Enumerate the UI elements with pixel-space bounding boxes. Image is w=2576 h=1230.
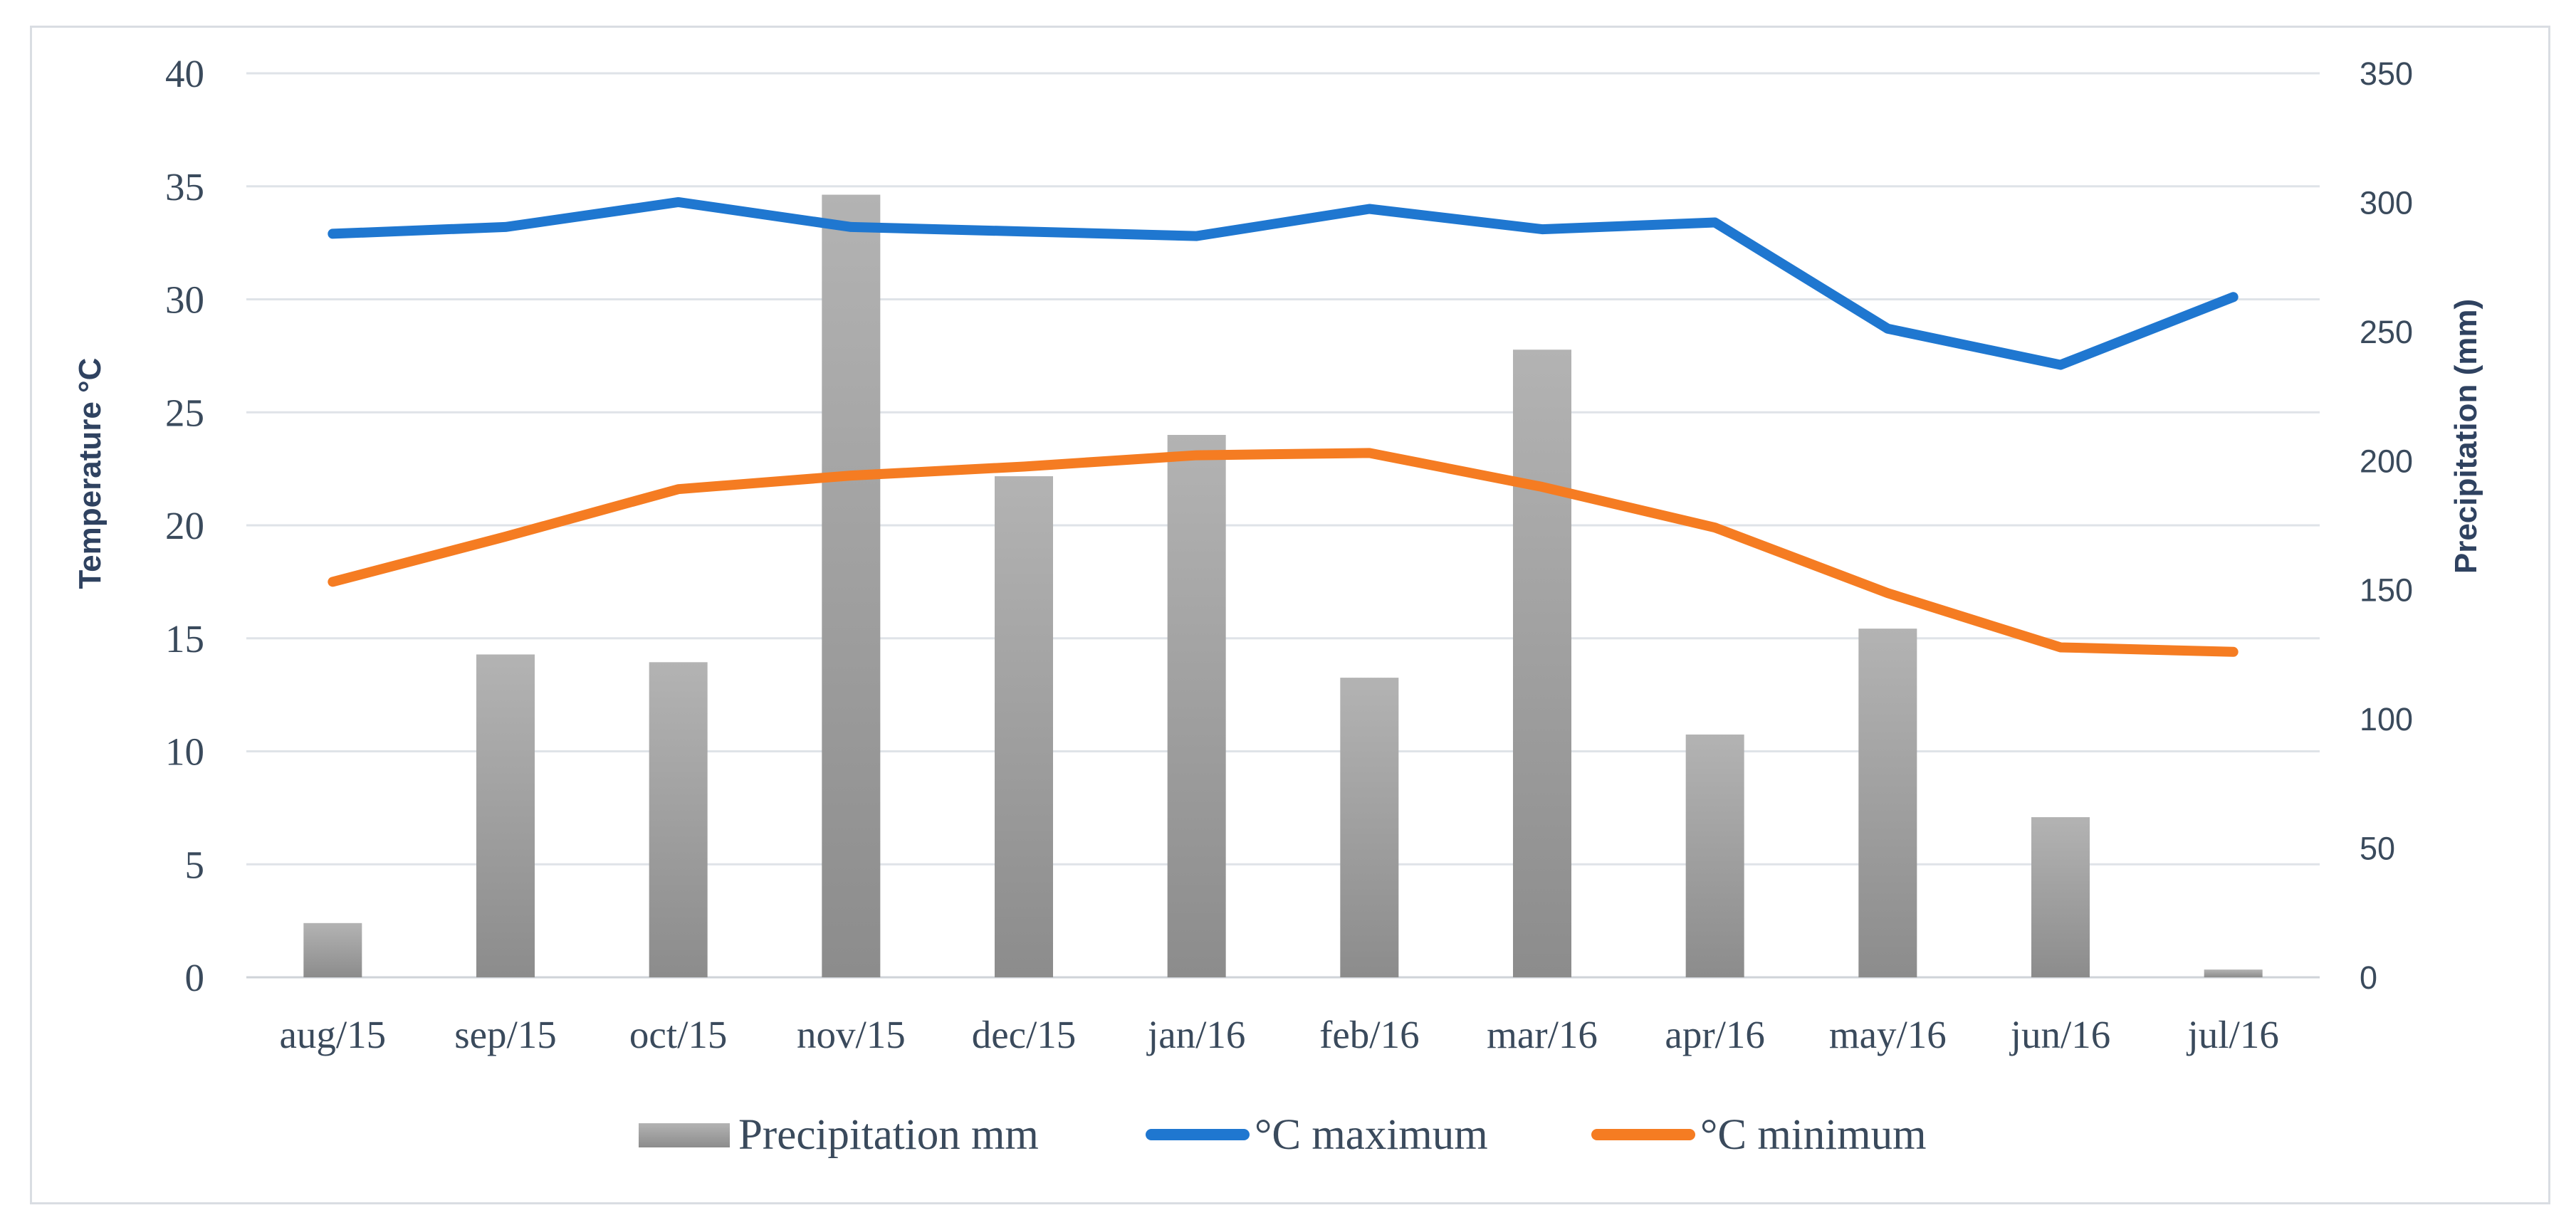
precipitation-bar <box>995 476 1053 977</box>
x-tick-label: feb/16 <box>1319 1013 1420 1056</box>
legend-label-max: °C maximum <box>1255 1111 1488 1159</box>
x-tick-label: jan/16 <box>1146 1013 1245 1056</box>
right-tick-label: 350 <box>2360 56 2413 92</box>
precipitation-bar <box>2204 969 2263 977</box>
left-tick-label: 10 <box>165 730 204 774</box>
left-tick-label: 15 <box>165 617 204 661</box>
x-tick-label: dec/15 <box>972 1013 1077 1056</box>
left-tick-label: 0 <box>185 956 205 999</box>
x-tick-label: aug/15 <box>279 1013 386 1056</box>
left-tick-label: 20 <box>165 504 204 547</box>
legend-label-precipitation: Precipitation mm <box>738 1111 1039 1159</box>
x-axis-ticks: aug/15 sep/15 oct/15 nov/15 dec/15 jan/16 feb/… <box>279 1013 2278 1056</box>
right-tick-label: 300 <box>2360 184 2413 221</box>
left-axis-ticks: 0 5 10 15 20 25 30 35 40 <box>165 52 204 999</box>
x-tick-label: sep/15 <box>454 1013 557 1056</box>
x-tick-label: may/16 <box>1829 1013 1947 1056</box>
right-tick-label: 0 <box>2360 960 2377 996</box>
precipitation-bar <box>649 662 708 977</box>
left-axis-title: Temperature °C <box>73 358 108 589</box>
left-tick-label: 30 <box>165 278 204 322</box>
x-tick-label: apr/16 <box>1665 1013 1765 1056</box>
x-tick-label: jun/16 <box>2009 1013 2111 1056</box>
right-tick-label: 150 <box>2360 572 2413 609</box>
precipitation-bar <box>822 194 881 977</box>
right-tick-label: 250 <box>2360 314 2413 350</box>
right-axis-title: Precipitation (mm) <box>2449 299 2483 574</box>
left-tick-label: 5 <box>185 843 205 886</box>
right-tick-label: 200 <box>2360 443 2413 479</box>
right-tick-label: 100 <box>2360 701 2413 737</box>
precipitation-bar <box>1167 435 1226 977</box>
x-tick-label: jul/16 <box>2186 1013 2278 1056</box>
legend: Precipitation mm °C maximum °C minimum <box>639 1111 1927 1159</box>
legend-swatch-precipitation <box>639 1123 730 1147</box>
left-tick-label: 35 <box>165 165 204 209</box>
max-temp-line <box>328 196 2239 370</box>
x-tick-label: oct/15 <box>629 1013 727 1056</box>
x-tick-label: nov/15 <box>797 1013 906 1056</box>
legend-label-min: °C minimum <box>1700 1111 1927 1159</box>
precipitation-bar <box>2031 817 2090 977</box>
precipitation-bar <box>303 922 362 977</box>
x-tick-label: mar/16 <box>1487 1013 1598 1056</box>
right-axis-ticks: 0 50 100 150 200 250 300 350 <box>2360 56 2413 996</box>
left-tick-label: 40 <box>165 52 204 95</box>
right-tick-label: 50 <box>2360 831 2395 867</box>
min-temp-line <box>328 448 2239 657</box>
precipitation-bar <box>1685 734 1744 977</box>
precipitation-bar <box>1513 349 1571 977</box>
temperature-lines <box>328 196 2239 657</box>
gridlines <box>246 72 2320 979</box>
precipitation-bars <box>303 194 2263 977</box>
precipitation-bar <box>476 654 535 977</box>
precipitation-bar <box>1340 678 1399 977</box>
precipitation-bar <box>1858 629 1917 977</box>
left-tick-label: 25 <box>165 391 204 434</box>
